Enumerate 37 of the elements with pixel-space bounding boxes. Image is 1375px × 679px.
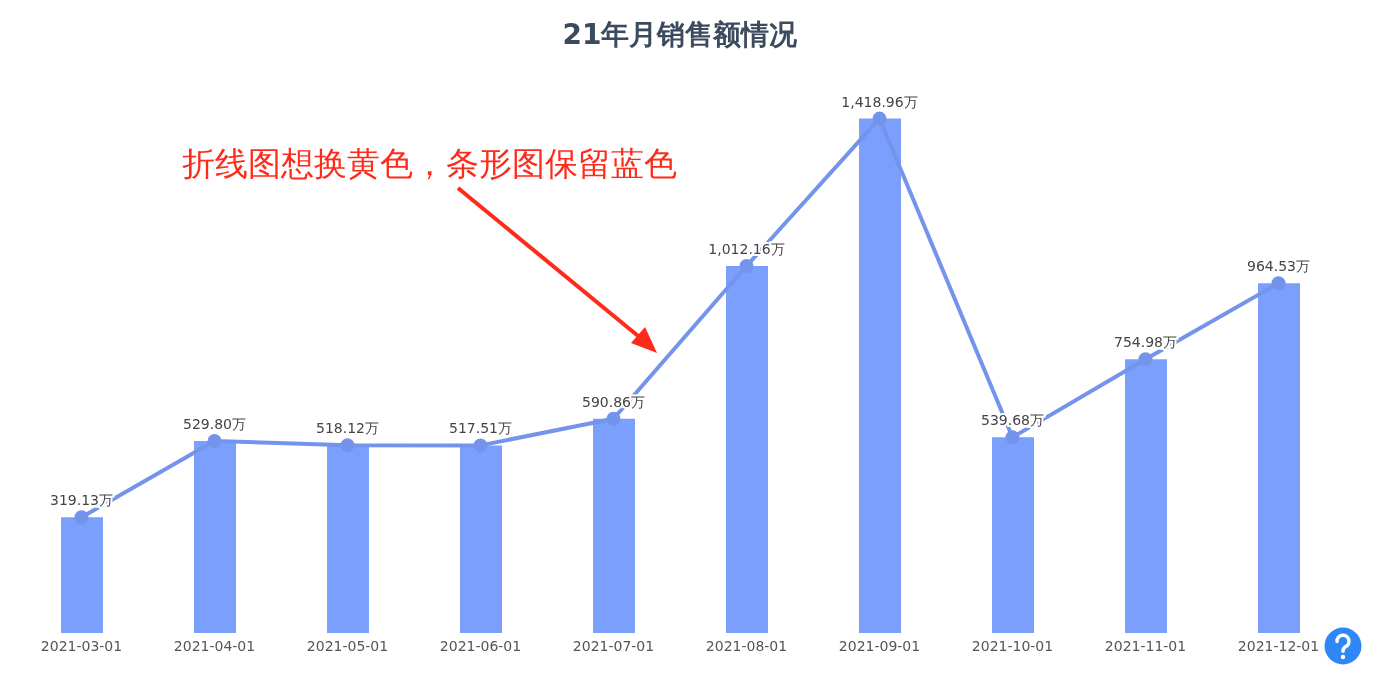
point (1271, 276, 1286, 291)
annotation: 折线图想换黄色，条形图保留蓝色 (182, 143, 677, 185)
x-tick-label: 2021-04-01 (173, 637, 256, 654)
x-tick-label: 2021-11-01 (1104, 637, 1187, 654)
data-label: 1,418.96万 (841, 93, 918, 110)
x-tick-label: 2021-03-01 (40, 637, 123, 654)
point (739, 259, 754, 274)
point (1005, 430, 1020, 445)
bar (859, 118, 901, 633)
bar (460, 445, 502, 633)
chart-title: 21年月销售额情况 (561, 17, 799, 53)
point (872, 111, 887, 126)
bar (726, 266, 768, 633)
x-tick-label: 2021-08-01 (705, 637, 788, 654)
x-tick-label: 2021-06-01 (439, 637, 522, 654)
x-tick-label: 2021-10-01 (971, 637, 1054, 654)
data-label: 518.12万 (316, 420, 379, 437)
point (1138, 352, 1153, 367)
data-label: 529.80万 (183, 415, 246, 432)
x-tick-label: 2021-07-01 (572, 637, 655, 654)
data-label: 964.53万 (1247, 258, 1310, 275)
x-tick-label: 2021-05-01 (306, 637, 389, 654)
bar (61, 517, 103, 633)
bar (1258, 283, 1300, 633)
bar (194, 440, 236, 633)
point (74, 510, 89, 525)
bar (327, 445, 369, 633)
x-tick-label: 2021-12-01 (1237, 637, 1320, 654)
bar (593, 418, 635, 633)
point (606, 411, 621, 426)
bar (992, 437, 1034, 633)
point (473, 438, 488, 453)
point (207, 433, 222, 448)
x-tick-label: 2021-09-01 (838, 637, 921, 654)
data-label: 517.51万 (449, 420, 512, 437)
point (340, 438, 355, 453)
bar (1125, 359, 1167, 633)
